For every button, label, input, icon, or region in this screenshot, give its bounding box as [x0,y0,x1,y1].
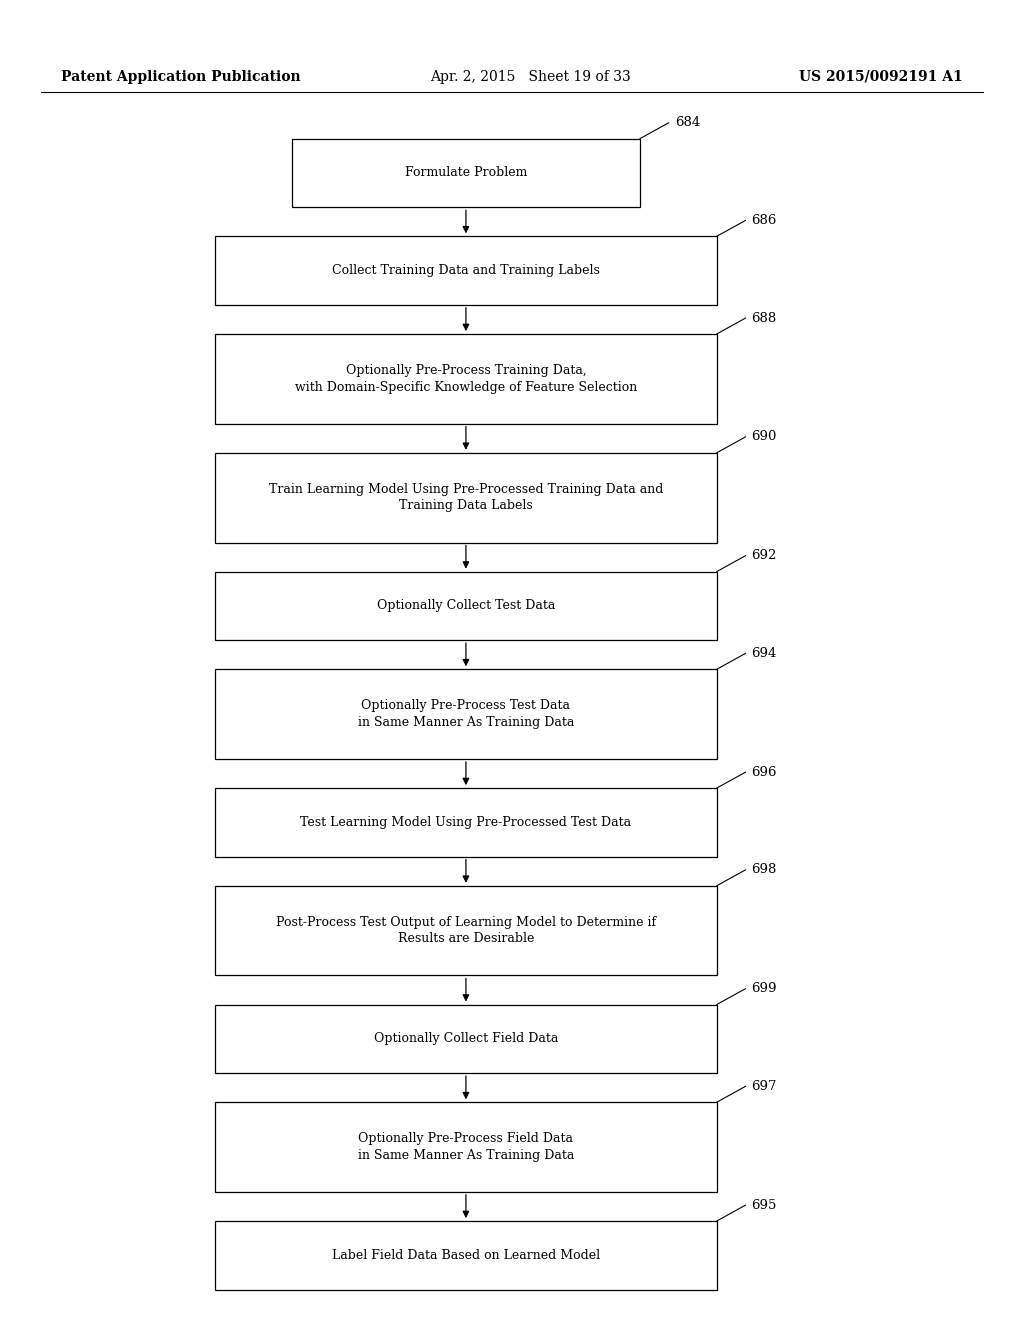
Text: 698: 698 [752,863,777,876]
Text: Optionally Pre-Process Field Data
in Same Manner As Training Data: Optionally Pre-Process Field Data in Sam… [357,1133,574,1162]
Text: Label Field Data Based on Learned Model: Label Field Data Based on Learned Model [332,1249,600,1262]
Text: Train Learning Model Using Pre-Processed Training Data and
Training Data Labels: Train Learning Model Using Pre-Processed… [268,483,664,512]
Text: 695: 695 [752,1199,777,1212]
Bar [215,1102,717,1192]
Text: Formulate Problem: Formulate Problem [404,166,527,180]
Text: Optionally Pre-Process Training Data,
with Domain-Specific Knowledge of Feature : Optionally Pre-Process Training Data, wi… [295,364,637,393]
Text: FIG. 6F: FIG. 6F [472,1232,552,1250]
Text: 684: 684 [675,116,700,129]
Text: 692: 692 [752,549,777,562]
Bar [215,669,717,759]
Text: 694: 694 [752,647,777,660]
Text: Optionally Pre-Process Test Data
in Same Manner As Training Data: Optionally Pre-Process Test Data in Same… [357,700,574,729]
Text: US 2015/0092191 A1: US 2015/0092191 A1 [799,70,963,83]
Text: 697: 697 [752,1080,777,1093]
Bar [215,886,717,975]
Bar [215,1005,717,1073]
Bar [215,236,717,305]
Bar [292,139,640,207]
Text: Post-Process Test Output of Learning Model to Determine if
Results are Desirable: Post-Process Test Output of Learning Mod… [275,916,656,945]
Text: 686: 686 [752,214,777,227]
Text: Collect Training Data and Training Labels: Collect Training Data and Training Label… [332,264,600,277]
Text: Apr. 2, 2015   Sheet 19 of 33: Apr. 2, 2015 Sheet 19 of 33 [430,70,631,83]
Text: Optionally Collect Test Data: Optionally Collect Test Data [377,599,555,612]
Bar [215,1221,717,1290]
Bar [215,453,717,543]
Text: Optionally Collect Field Data: Optionally Collect Field Data [374,1032,558,1045]
Text: 696: 696 [752,766,777,779]
Text: Patent Application Publication: Patent Application Publication [61,70,301,83]
Bar [215,788,717,857]
Text: 699: 699 [752,982,777,995]
Text: 690: 690 [752,430,777,444]
Text: 688: 688 [752,312,777,325]
Bar [215,572,717,640]
Text: Test Learning Model Using Pre-Processed Test Data: Test Learning Model Using Pre-Processed … [300,816,632,829]
Bar [215,334,717,424]
